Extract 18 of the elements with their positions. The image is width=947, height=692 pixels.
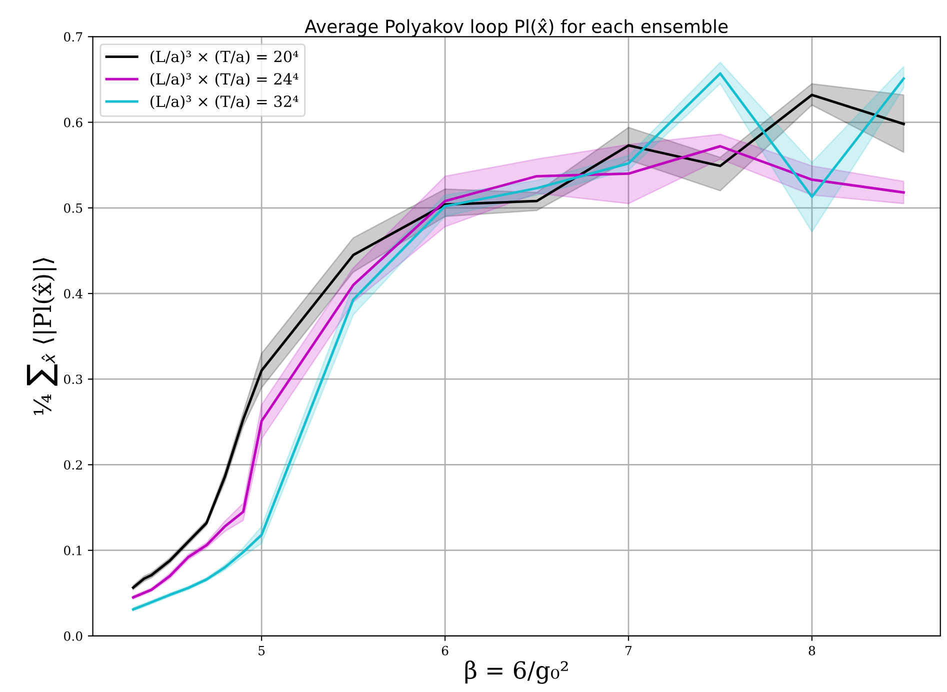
y-tick-label: 0.2 — [64, 460, 82, 470]
x-tick-label: 8 — [808, 646, 816, 656]
y-axis-title: ¼ ∑$_{x̂}$ ⟨|Pl(x̂)|⟩ — [26, 258, 58, 415]
legend-label: (L/a)³ × (T/a) = 20⁴ — [150, 50, 298, 64]
y-tick-label: 0.0 — [64, 631, 82, 641]
x-axis-title: β = 6/g₀² — [465, 660, 568, 684]
y-tick-label: 0.4 — [64, 288, 82, 298]
x-tick-label: 6 — [442, 646, 448, 656]
chart-title: Average Polyakov loop Pl(x̂) for each ensemble — [304, 18, 728, 37]
x-tick-label: 5 — [258, 646, 265, 656]
y-tick-label: 0.5 — [64, 203, 82, 213]
x-tick-label: 7 — [626, 646, 632, 656]
y-tick-label: 0.3 — [64, 374, 82, 384]
y-tick-label: 0.7 — [64, 32, 82, 42]
y-tick-label: 0.1 — [64, 546, 82, 556]
legend-label: (L/a)³ × (T/a) = 32⁴ — [150, 95, 298, 110]
y-tick-label: 0.6 — [64, 118, 82, 128]
legend-label: (L/a)³ × (T/a) = 24⁴ — [150, 72, 298, 87]
